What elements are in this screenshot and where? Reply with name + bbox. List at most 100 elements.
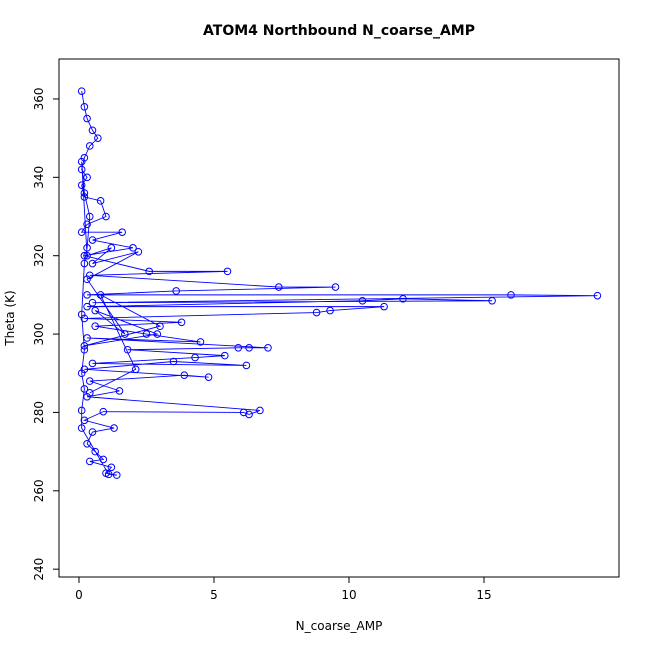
point	[123, 345, 132, 354]
point	[85, 212, 94, 221]
point	[77, 165, 86, 174]
y-axis-label: Theta (K)	[3, 290, 17, 346]
point	[115, 387, 124, 395]
plot-frame	[58, 58, 620, 578]
point	[593, 291, 602, 300]
point	[80, 345, 89, 354]
point	[80, 416, 89, 425]
point	[83, 251, 91, 260]
x-tick-label: 5	[210, 588, 218, 602]
x-tick-label: 15	[476, 588, 491, 602]
point	[107, 244, 116, 252]
point	[83, 173, 91, 182]
point	[264, 343, 272, 352]
point	[77, 369, 86, 378]
point	[131, 365, 140, 374]
point	[88, 298, 97, 307]
point	[507, 291, 515, 299]
point	[156, 322, 164, 331]
point	[77, 87, 86, 95]
point	[145, 267, 153, 276]
point	[96, 291, 105, 299]
point	[80, 314, 89, 323]
point	[80, 103, 89, 111]
series-line	[80, 91, 598, 476]
point	[83, 244, 91, 252]
point	[312, 308, 321, 317]
point	[83, 275, 91, 284]
y-tick-label: 340	[32, 166, 46, 189]
x-tick-label: 0	[75, 588, 83, 602]
point	[83, 220, 91, 229]
point	[83, 334, 91, 342]
point	[88, 236, 97, 244]
chart-title: ATOM4 Northbound N_coarse_AMP	[203, 23, 475, 39]
point	[80, 189, 89, 197]
y-tick-label: 260	[32, 479, 46, 502]
point	[380, 302, 388, 311]
point	[80, 342, 89, 350]
point	[80, 259, 89, 268]
point	[77, 310, 86, 319]
point	[129, 244, 137, 252]
point	[245, 410, 253, 419]
point	[88, 259, 97, 268]
point	[83, 114, 91, 123]
point	[172, 287, 180, 295]
point	[88, 428, 97, 436]
point	[256, 406, 264, 415]
point	[134, 247, 143, 256]
point	[80, 153, 89, 162]
point	[96, 197, 105, 205]
point	[99, 407, 108, 416]
point	[83, 439, 91, 448]
point	[77, 424, 86, 432]
y-tick-label: 280	[32, 401, 46, 424]
x-tick-label: 10	[341, 588, 356, 602]
point	[85, 457, 94, 466]
point	[77, 157, 86, 166]
point	[85, 377, 94, 385]
point	[358, 296, 367, 305]
point	[169, 357, 178, 366]
y-tick-label: 240	[32, 558, 46, 581]
point	[77, 406, 86, 415]
point	[242, 361, 251, 370]
point	[85, 389, 94, 397]
point	[112, 471, 121, 479]
point	[121, 330, 129, 338]
point	[80, 385, 89, 393]
y-tick-label: 360	[32, 88, 46, 111]
point	[102, 212, 110, 221]
point	[274, 283, 283, 291]
point	[104, 470, 113, 479]
y-tick-label: 320	[32, 244, 46, 267]
point	[77, 228, 86, 236]
point	[180, 371, 189, 380]
point	[153, 330, 162, 338]
point	[245, 343, 253, 352]
point	[83, 291, 91, 299]
point	[488, 296, 496, 305]
point	[94, 134, 102, 142]
point	[110, 424, 118, 432]
point	[326, 306, 334, 315]
point	[223, 267, 232, 276]
x-axis-label: N_coarse_AMP	[296, 619, 383, 633]
point	[234, 343, 243, 352]
point	[177, 318, 186, 327]
point	[80, 193, 89, 201]
point	[91, 306, 99, 315]
point	[107, 463, 116, 472]
point	[220, 351, 229, 360]
point	[399, 295, 407, 303]
point	[83, 392, 91, 401]
point	[91, 322, 99, 331]
point	[83, 302, 91, 311]
point	[99, 455, 108, 464]
point	[80, 365, 89, 374]
point	[142, 330, 151, 338]
point	[85, 271, 94, 280]
point	[77, 181, 86, 189]
